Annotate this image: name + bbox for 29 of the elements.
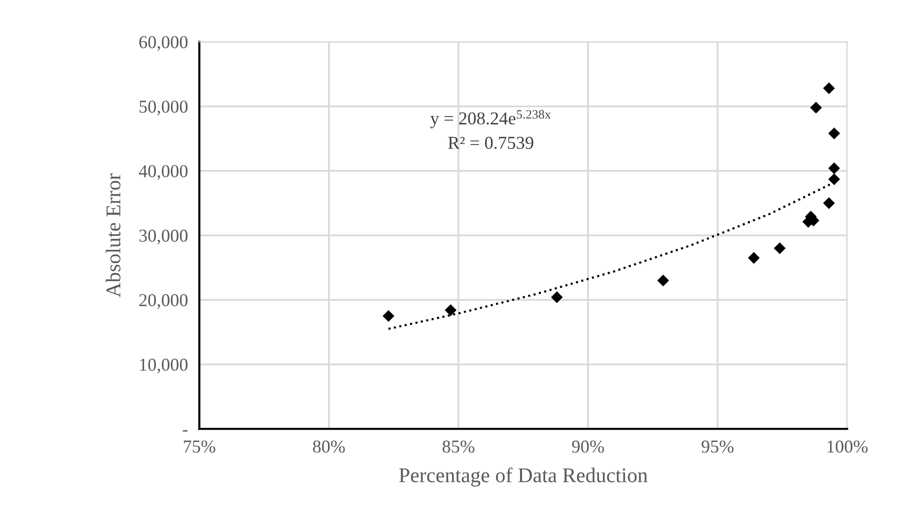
x-tick-label: 90% [572, 440, 604, 453]
y-tick-label: 60,000 [139, 36, 188, 51]
point [382, 310, 394, 322]
point [828, 128, 840, 140]
point [774, 242, 786, 254]
y-tick-label: 10,000 [140, 358, 188, 374]
y-tick-label: 20,000 [139, 294, 188, 309]
y-tick-label: 30,000 [139, 230, 188, 244]
point [657, 274, 670, 286]
point [444, 304, 457, 316]
x-tick-label: 85% [442, 440, 474, 453]
annotation: y = 208.24e$^{5.238x}$ [430, 110, 551, 128]
x-tick-label: 95% [702, 440, 734, 453]
annotation: R² = 0.7539 [448, 136, 534, 149]
point [823, 82, 835, 94]
point [748, 252, 760, 264]
y-tick-label: 50,000 [140, 100, 188, 116]
point [828, 173, 840, 186]
point [551, 291, 563, 304]
x-tick-label: 80% [313, 440, 345, 453]
point [823, 197, 835, 209]
x-axis-title: Percentage of Data Reduction [399, 467, 648, 487]
y-tick-label: - [182, 430, 188, 432]
x-tick-label: 75% [184, 440, 216, 453]
x-tick-label: 100% [828, 440, 868, 453]
y-tick-label: 40,000 [138, 165, 188, 180]
point [810, 102, 822, 114]
y-axis-title: Absolute Error [106, 173, 120, 298]
point [828, 162, 840, 174]
